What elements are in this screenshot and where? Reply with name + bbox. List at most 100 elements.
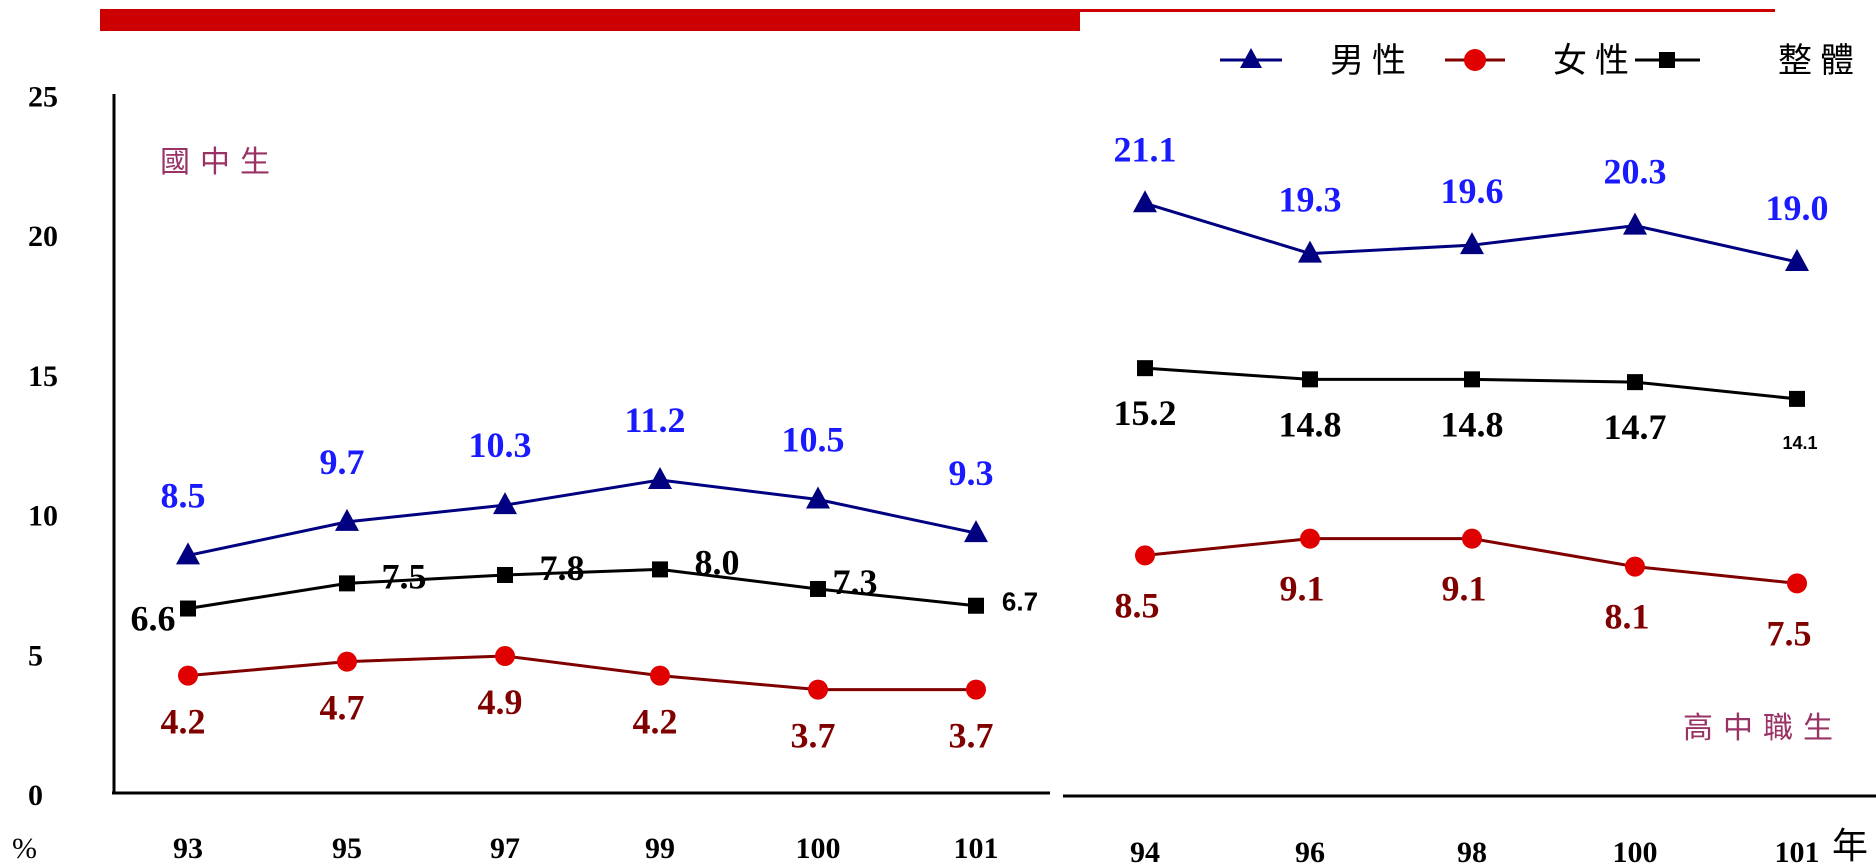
x-tick-label: 101: [1775, 836, 1820, 866]
data-point-marker: [1137, 360, 1153, 377]
data-label: 20.3: [1604, 152, 1667, 192]
data-point-marker: [335, 508, 359, 531]
y-tick-label: 25: [28, 80, 58, 113]
data-point-marker: [1298, 240, 1322, 263]
x-tick-label: 100: [796, 832, 841, 865]
panel-left-subtitle: 國中生: [160, 145, 280, 180]
data-label: 8.1: [1605, 597, 1650, 637]
data-point-marker: [1302, 371, 1318, 388]
series-line: [187, 478, 977, 557]
data-label: 4.9: [478, 682, 523, 722]
data-point-marker: [648, 466, 672, 489]
data-point-marker: [650, 665, 670, 686]
data-point-marker: [968, 597, 984, 614]
accent-bar-thin: [1080, 9, 1775, 12]
data-label: 7.3: [833, 562, 878, 602]
x-tick-label: 98: [1457, 836, 1487, 866]
panel-left-plot: 8.5 9.7 10.3 11.2 10.5 9.3 4.2 4.7 4.9 4.2 3.7 3.7 6…: [131, 400, 1039, 756]
data-point-marker: [1462, 528, 1482, 549]
data-point-marker: [1464, 371, 1480, 388]
data-point-marker: [806, 486, 830, 509]
data-point-marker: [1300, 528, 1320, 549]
y-tick-label: 0: [28, 779, 43, 812]
x-unit-label: 年: [1832, 826, 1868, 866]
legend-male-label: 男性: [1330, 41, 1414, 81]
data-point-marker: [493, 492, 517, 515]
data-label: 8.5: [161, 475, 206, 515]
data-point-marker: [497, 566, 513, 583]
y-tick-labels: 0 5 10 15 20 25: [28, 80, 58, 812]
y-tick-label: 15: [28, 360, 58, 393]
data-label: 14.7: [1604, 407, 1667, 447]
data-label: 6.6: [131, 599, 176, 639]
data-point-marker: [339, 575, 355, 592]
data-label: 8.0: [695, 542, 740, 582]
x-tick-label: 93: [173, 832, 203, 865]
legend-female-label: 女性: [1553, 41, 1637, 81]
data-point-marker: [180, 600, 196, 617]
data-point-marker: [1785, 248, 1809, 271]
data-point-marker: [652, 561, 668, 578]
series-line: [187, 654, 976, 692]
panel-right-plot: 21.1 19.3 19.6 20.3 19.0 8.5 9.1 9.1 8.1 7.5 15.2 1…: [1114, 129, 1829, 653]
data-label: 6.7: [1002, 587, 1038, 617]
data-point-marker: [966, 679, 986, 700]
data-label: 7.5: [382, 556, 427, 596]
accent-bar-thick: [100, 9, 1080, 31]
data-label: 14.1: [1782, 433, 1817, 453]
data-point-marker: [178, 665, 198, 686]
y-tick-label: 20: [28, 220, 58, 253]
data-point-marker: [1133, 190, 1157, 213]
panel-right-subtitle: 高中職生: [1683, 711, 1843, 746]
data-label: 4.2: [161, 702, 206, 742]
data-point-marker: [810, 580, 826, 597]
data-point-marker: [1460, 232, 1484, 255]
data-point-marker: [1627, 374, 1643, 391]
x-tick-label: 99: [645, 832, 675, 865]
data-label: 19.3: [1279, 180, 1342, 220]
x-tick-label: 95: [332, 832, 362, 865]
data-label: 8.5: [1115, 585, 1160, 625]
legend-overall-marker: [1659, 52, 1675, 68]
data-point-marker: [495, 646, 515, 667]
data-label: 7.5: [1767, 613, 1812, 653]
y-tick-label: 10: [28, 500, 58, 533]
data-point-marker: [1789, 390, 1805, 407]
data-label: 7.8: [540, 548, 585, 588]
legend-female-marker: [1464, 49, 1486, 71]
data-point-marker: [1623, 212, 1647, 235]
data-label: 10.3: [469, 425, 532, 465]
data-label: 14.8: [1441, 404, 1504, 444]
x-tick-label: 101: [954, 832, 999, 865]
data-point-marker: [176, 542, 200, 565]
data-label: 19.6: [1441, 171, 1504, 211]
x-tick-label: 96: [1295, 836, 1325, 866]
x-tick-label: 97: [490, 832, 520, 865]
data-label: 3.7: [949, 716, 994, 756]
series-line: [187, 567, 977, 611]
data-label: 9.1: [1280, 569, 1325, 609]
data-point-marker: [1135, 545, 1155, 566]
y-unit-label: %: [12, 832, 37, 865]
x-tick-label: 94: [1130, 836, 1160, 866]
data-point-marker: [337, 651, 357, 672]
legend: 男性 女性 整體: [1220, 41, 1862, 81]
x-tick-labels: 93 95 97 99 100 101 94 96 98 100 101: [173, 832, 1820, 866]
data-point-marker: [964, 520, 988, 543]
data-label: 14.8: [1279, 404, 1342, 444]
data-point-marker: [1625, 556, 1645, 577]
data-label: 9.7: [320, 442, 365, 482]
data-label: 3.7: [791, 716, 836, 756]
data-label: 9.1: [1442, 569, 1487, 609]
x-tick-label: 100: [1613, 836, 1658, 866]
data-label: 15.2: [1114, 393, 1177, 433]
data-label: 4.2: [633, 702, 678, 742]
data-point-marker: [808, 679, 828, 700]
legend-male-marker: [1240, 48, 1262, 68]
data-point-marker: [1787, 573, 1807, 594]
data-label: 11.2: [624, 400, 685, 440]
data-label: 19.0: [1766, 188, 1829, 228]
legend-overall-label: 整體: [1778, 41, 1862, 81]
data-label: 10.5: [782, 420, 845, 460]
